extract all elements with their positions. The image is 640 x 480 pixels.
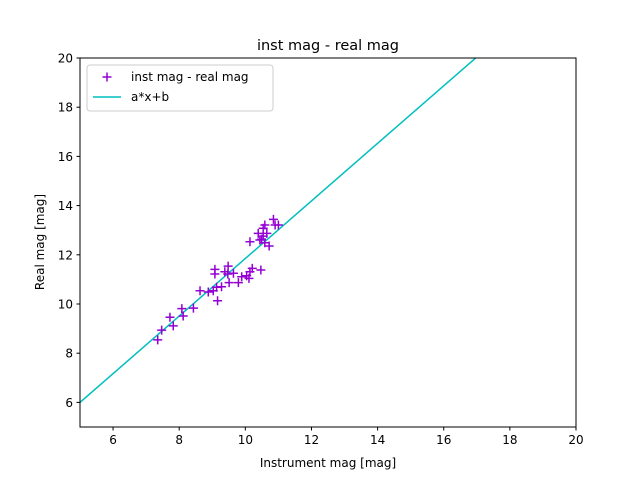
data-point <box>213 296 223 306</box>
x-tick-label: 12 <box>304 433 319 447</box>
data-point <box>177 304 187 314</box>
x-tick-label: 18 <box>502 433 517 447</box>
data-point <box>203 287 213 297</box>
data-point <box>157 325 167 335</box>
data-point <box>244 273 254 283</box>
data-point <box>223 261 233 271</box>
chart-title: inst mag - real mag <box>257 38 399 54</box>
data-point <box>210 269 220 279</box>
y-tick-label: 10 <box>58 298 73 312</box>
data-point <box>224 278 234 288</box>
data-point <box>256 265 266 275</box>
y-tick-label: 20 <box>58 52 73 66</box>
data-point <box>153 335 163 345</box>
y-tick-label: 8 <box>65 347 73 361</box>
legend: inst mag - real mag a*x+b <box>86 64 274 112</box>
data-point <box>268 214 278 224</box>
data-point <box>247 263 257 273</box>
data-point <box>228 268 238 278</box>
x-tick-label: 8 <box>175 433 183 447</box>
x-tick-label: 10 <box>238 433 253 447</box>
plot-frame <box>79 57 577 428</box>
x-tick-label: 6 <box>109 433 117 447</box>
x-tick-label: 20 <box>568 433 583 447</box>
y-axis-label: Real mag [mag] <box>33 194 47 290</box>
data-point <box>273 220 283 230</box>
x-tick-label: 14 <box>370 433 385 447</box>
fit-line <box>80 58 477 403</box>
data-point <box>217 282 227 292</box>
data-point <box>237 272 247 282</box>
data-point <box>188 303 198 313</box>
data-point <box>168 321 178 331</box>
x-axis-label: Instrument mag [mag] <box>260 456 396 470</box>
legend-box <box>86 64 274 112</box>
y-tick-label: 12 <box>58 248 73 262</box>
data-point <box>245 237 255 247</box>
legend-label-scatter: inst mag - real mag <box>131 70 249 84</box>
y-tick-label: 18 <box>58 101 73 115</box>
y-tick-label: 6 <box>65 396 73 410</box>
data-point <box>195 286 205 296</box>
data-point <box>253 228 263 238</box>
legend-scatter-marker <box>102 72 112 82</box>
data-point <box>260 238 270 248</box>
y-tick-label: 16 <box>58 150 73 164</box>
legend-label-fit: a*x+b <box>131 90 169 104</box>
data-point <box>260 220 270 230</box>
x-tick-label: 16 <box>436 433 451 447</box>
data-point <box>165 312 175 322</box>
data-point <box>178 311 188 321</box>
data-point <box>233 278 243 288</box>
y-tick-label: 14 <box>58 199 73 213</box>
